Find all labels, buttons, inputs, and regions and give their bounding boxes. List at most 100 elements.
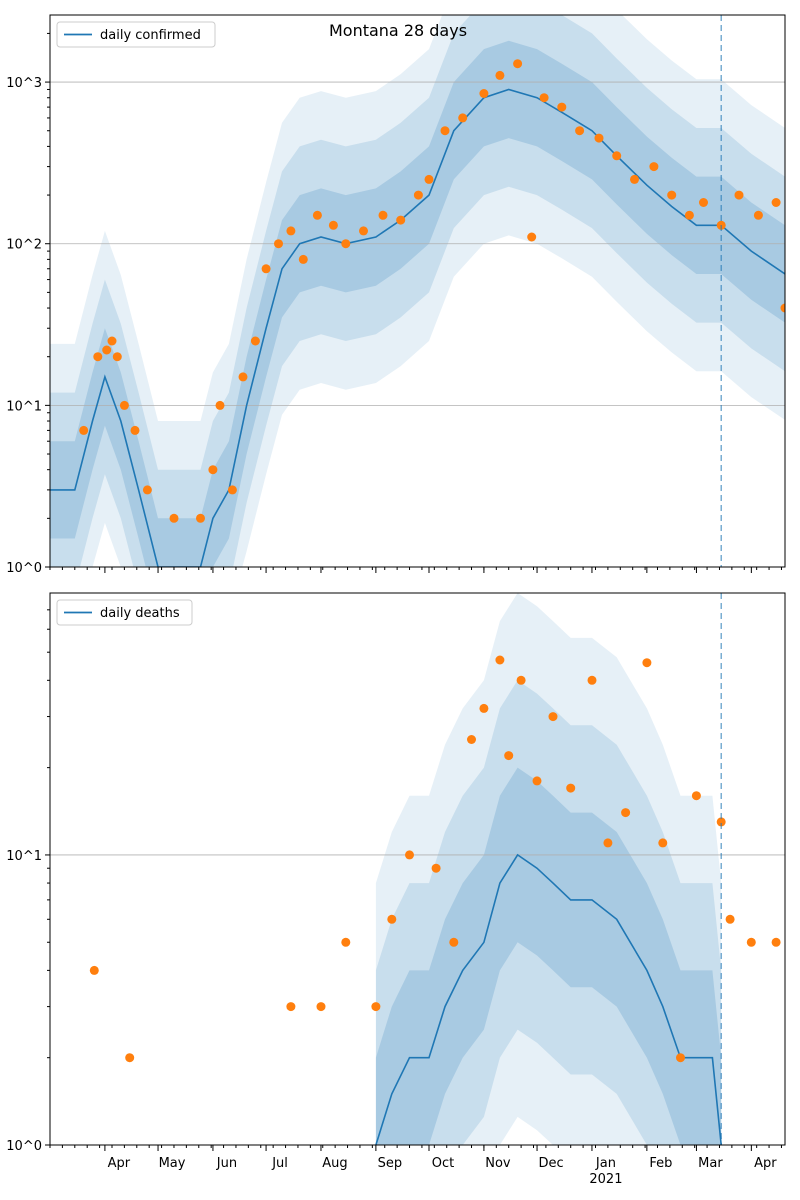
data-point [196,513,205,523]
chart-title: Montana 28 days [329,21,467,40]
data-point [312,210,322,220]
legend-box [56,21,216,48]
legend-label: daily deaths [100,606,180,621]
data-point [725,914,735,924]
data-point [527,232,537,242]
data-point [378,210,388,220]
data-point [612,151,622,161]
data-point [676,1053,685,1063]
data-point [642,658,652,668]
axes-frame [49,592,786,1146]
data-point [261,264,271,274]
data-point [746,937,756,947]
data-point [274,239,283,249]
x-tick-label: Sep [378,1156,403,1171]
y-tick-label: 10^0 [6,1139,42,1154]
data-point [449,937,459,947]
uncertainty-band [50,40,785,567]
uncertainty-band [375,593,722,1145]
y-tick-label: 10^1 [6,399,42,414]
data-point [513,59,523,69]
uncertainty-band [50,15,785,567]
data-point [387,914,397,924]
data-point [495,655,505,665]
x-tick-label: Jul [271,1156,288,1171]
y-tick-label: 10^3 [6,76,42,91]
data-point [603,838,613,848]
legend-label: daily confirmed [100,28,201,43]
data-point [771,198,781,207]
uncertainty-band [375,680,722,1145]
data-point [79,425,89,435]
uncertainty-band [50,15,785,567]
data-point [753,210,763,220]
y-tick-label: 10^1 [6,849,42,864]
axes-frame [49,14,786,568]
data-point [142,485,152,495]
data-point [566,783,576,793]
data-point [107,336,117,346]
data-point [516,675,526,685]
data-point [112,352,122,362]
data-point [359,226,368,236]
data-point [667,190,677,200]
data-point [125,1053,135,1063]
data-point [405,850,414,860]
data-point [504,751,514,761]
data-point [130,425,140,435]
data-point [630,174,639,184]
x-tick-label: Mar [698,1156,723,1171]
data-point [684,210,694,220]
data-point [227,485,237,495]
data-point [328,220,338,230]
plot-area [50,593,785,1145]
plot-area [50,15,785,567]
data-point [298,254,308,264]
deaths-panel: 10^0 10^1 Apr May Jun Jul Aug Sep Oct Nov Dec Jan Fe… [6,592,786,1187]
data-point [532,776,542,786]
data-point [780,303,785,313]
x-tick-label: Oct [432,1156,454,1171]
x-tick-label: Dec [538,1156,563,1171]
data-point [479,703,489,713]
data-point [215,400,225,410]
data-point [458,113,468,123]
data-point [413,190,423,200]
data-point [424,174,434,184]
data-point [286,226,296,236]
x-tick-label: Apr [754,1156,777,1171]
data-point [286,1002,296,1012]
data-point [431,863,441,873]
data-point [238,372,248,382]
data-point [575,126,585,136]
legend: daily deaths [56,599,193,626]
x-tick-label: Jun [216,1156,237,1171]
data-point [396,215,406,225]
data-point [594,133,604,143]
x-tick-label: Jan [595,1156,616,1171]
data-point [621,808,631,818]
data-point [495,70,505,80]
data-point [771,937,781,947]
legend-box [56,599,193,626]
data-point [250,336,260,346]
y-tick-label: 10^0 [6,561,42,576]
data-point [467,735,476,744]
data-point [691,791,701,801]
data-point [119,400,129,410]
x-tick-label: Aug [322,1156,347,1171]
data-point [169,513,179,523]
data-point [316,1002,326,1012]
x-tick-label: May [159,1156,186,1171]
data-point [734,190,744,200]
x-year-label: 2021 [589,1172,622,1187]
data-point [93,352,103,362]
data-point [102,345,112,355]
data-point [440,126,450,136]
y-tick-label: 10^2 [6,238,42,253]
uncertainty-band [375,767,722,1145]
series-line [375,853,722,1145]
data-point [649,162,659,172]
data-point [341,937,351,947]
